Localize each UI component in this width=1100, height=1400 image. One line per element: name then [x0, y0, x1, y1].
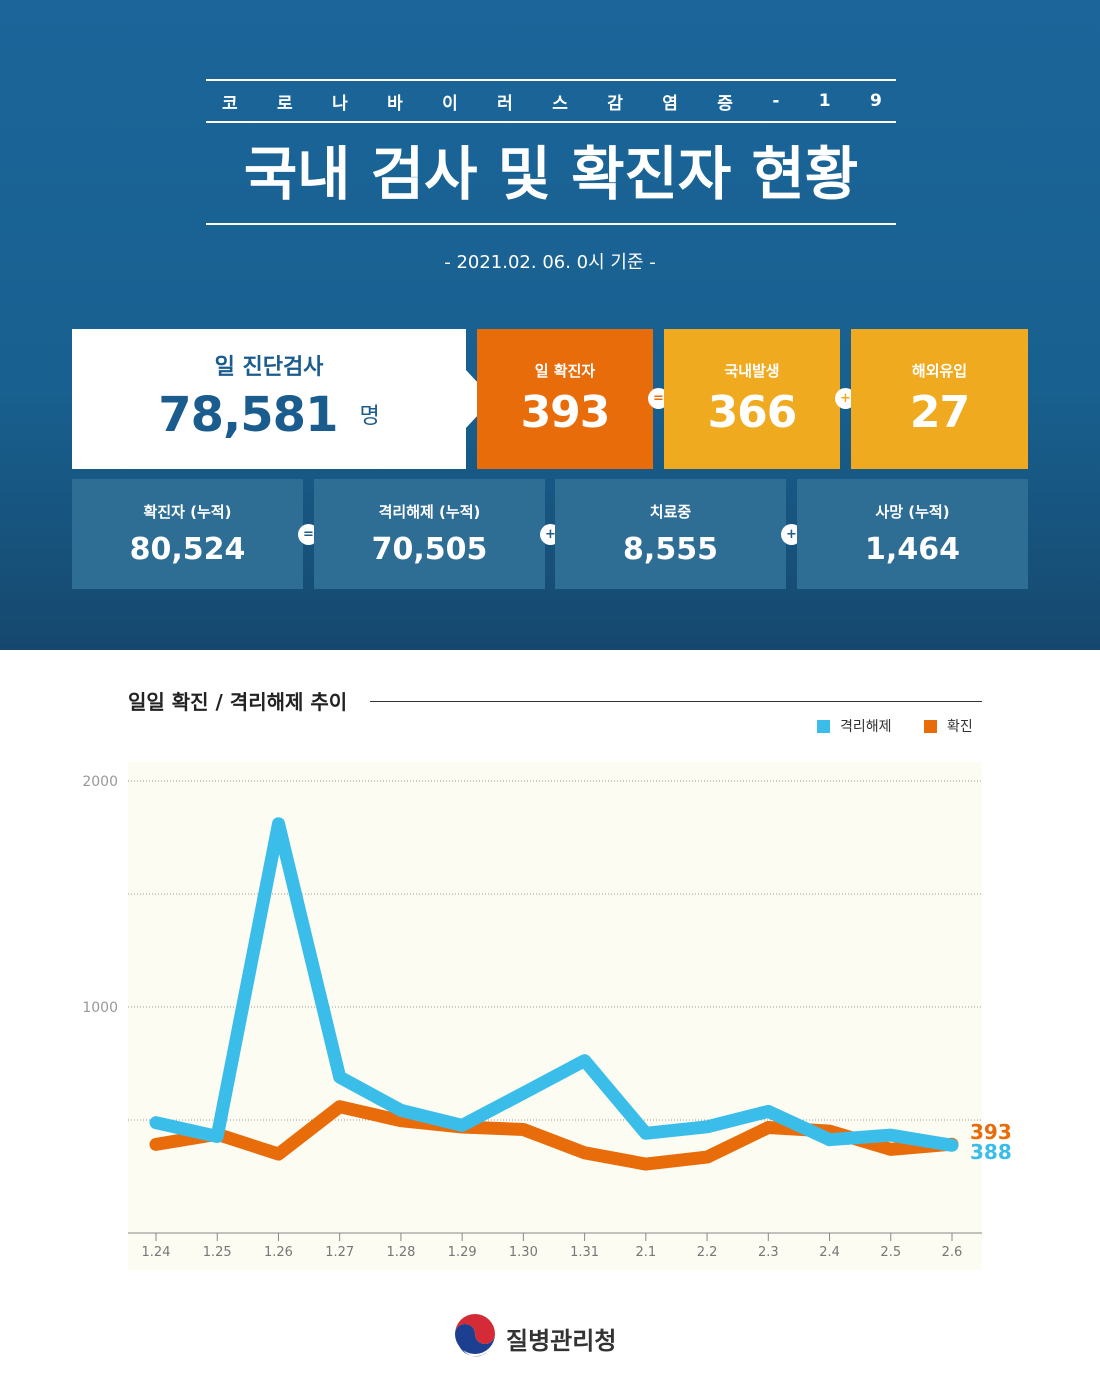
daily-confirmed-box: 일 확진자 393 — [477, 329, 653, 469]
daily-tests-unit: 명 — [359, 404, 380, 429]
kicker-char: 염 — [662, 93, 678, 114]
x-tick-label: 2.3 — [758, 1245, 779, 1260]
total-confirmed-box: 확진자 (누적) 80,524 — [72, 479, 303, 589]
kicker-char: - — [772, 91, 780, 111]
x-tick-label: 1.28 — [386, 1245, 415, 1260]
kicker-char: 스 — [552, 93, 568, 114]
equals-icon: = — [298, 524, 319, 545]
total-confirmed-value: 80,524 — [129, 532, 246, 567]
equals-icon: = — [648, 388, 669, 409]
overseas-value: 27 — [909, 387, 970, 438]
x-tick-label: 1.31 — [570, 1245, 599, 1260]
plus-icon: + — [835, 388, 856, 409]
legend-swatch-released — [817, 719, 830, 733]
legend-item-confirmed: 확진 — [924, 716, 973, 736]
y-tick-label: 2000 — [82, 774, 118, 790]
total-released-box: 격리해제 (누적) 70,505 — [314, 479, 545, 589]
total-released-label: 격리해제 (누적) — [378, 503, 481, 521]
page-title: 국내 검사 및 확진자 현황 — [206, 125, 896, 225]
total-deaths-label: 사망 (누적) — [875, 503, 950, 521]
legend-swatch-confirmed — [924, 719, 937, 733]
overseas-box: 해외유입 27 — [851, 329, 1028, 469]
domestic-value: 366 — [707, 387, 798, 438]
kicker-char: 로 — [277, 93, 293, 114]
series-line-released — [149, 817, 959, 1152]
x-tick-label: 2.4 — [819, 1245, 840, 1260]
title-rule — [370, 701, 982, 702]
date-label: - 2021.02. 06. 0시 기준 - — [444, 252, 656, 273]
total-deaths-value: 1,464 — [865, 532, 960, 567]
kicker-char: 러 — [497, 93, 513, 114]
daily-tests-box: 일 진단검사 78,581 명 — [72, 329, 466, 469]
plot-background — [128, 762, 982, 1270]
kicker-char: 증 — [717, 93, 733, 114]
x-tick-label: 2.1 — [636, 1245, 657, 1260]
legend-label-confirmed: 확진 — [947, 719, 973, 735]
domestic-label: 국내발생 — [724, 362, 780, 380]
line-chart: 2000 1000 1.24 1.25 1.26 1.27 1.28 1.29 1.30 1.31… — [82, 762, 1012, 1270]
kicker-char: 감 — [607, 93, 623, 114]
overseas-label: 해외유입 — [911, 362, 968, 380]
daily-tests-value: 78,581 — [158, 387, 338, 443]
domestic-box: 국내발생 366 — [664, 329, 840, 469]
total-confirmed-label: 확진자 (누적) — [143, 503, 232, 521]
x-tick-label: 1.30 — [509, 1245, 538, 1260]
x-tick-label: 2.2 — [697, 1245, 718, 1260]
in-treatment-value: 8,555 — [623, 532, 718, 567]
x-tick-label: 2.5 — [880, 1245, 901, 1260]
total-deaths-box: 사망 (누적) 1,464 — [797, 479, 1028, 589]
kicker-char: 이 — [442, 93, 458, 114]
kicker-char: 코 — [222, 93, 238, 114]
end-label-confirmed: 393 — [970, 1120, 1012, 1144]
x-tick-label: 1.24 — [142, 1245, 171, 1260]
in-treatment-box: 치료중 8,555 — [555, 479, 786, 589]
x-tick-label: 1.25 — [203, 1245, 232, 1260]
chart-title: 일일 확진 / 격리해제 추이 — [128, 690, 348, 714]
kicker-title: 코 로 나 바 이 러 스 감 염 증 - 1 9 — [206, 79, 896, 123]
kicker-char: 나 — [332, 93, 348, 114]
x-tick-label: 1.26 — [264, 1245, 293, 1260]
daily-tests-label: 일 진단검사 — [214, 355, 324, 380]
header-banner: 코 로 나 바 이 러 스 감 염 증 - 1 9 국내 검사 및 확진자 현황 - 2021.02. … — [0, 0, 1100, 650]
end-label-released: 388 — [970, 1140, 1012, 1164]
legend-item-released: 격리해제 — [817, 716, 892, 736]
total-released-value: 70,505 — [371, 532, 488, 567]
daily-confirmed-label: 일 확진자 — [534, 362, 596, 380]
taegeuk-icon — [453, 1314, 497, 1358]
y-tick-label: 1000 — [82, 1000, 118, 1016]
x-tick-label: 1.27 — [325, 1245, 354, 1260]
kicker-char: 9 — [870, 91, 882, 111]
x-tick-label: 2.6 — [942, 1245, 963, 1260]
legend-label-released: 격리해제 — [840, 719, 892, 735]
plus-icon: + — [781, 524, 802, 545]
kicker-char: 1 — [818, 91, 831, 111]
daily-confirmed-value: 393 — [520, 387, 611, 438]
kicker-char: 바 — [387, 93, 403, 114]
org-name: 질병관리청 — [506, 1327, 617, 1355]
x-tick-label: 1.29 — [448, 1245, 477, 1260]
in-treatment-label: 치료중 — [649, 503, 692, 521]
